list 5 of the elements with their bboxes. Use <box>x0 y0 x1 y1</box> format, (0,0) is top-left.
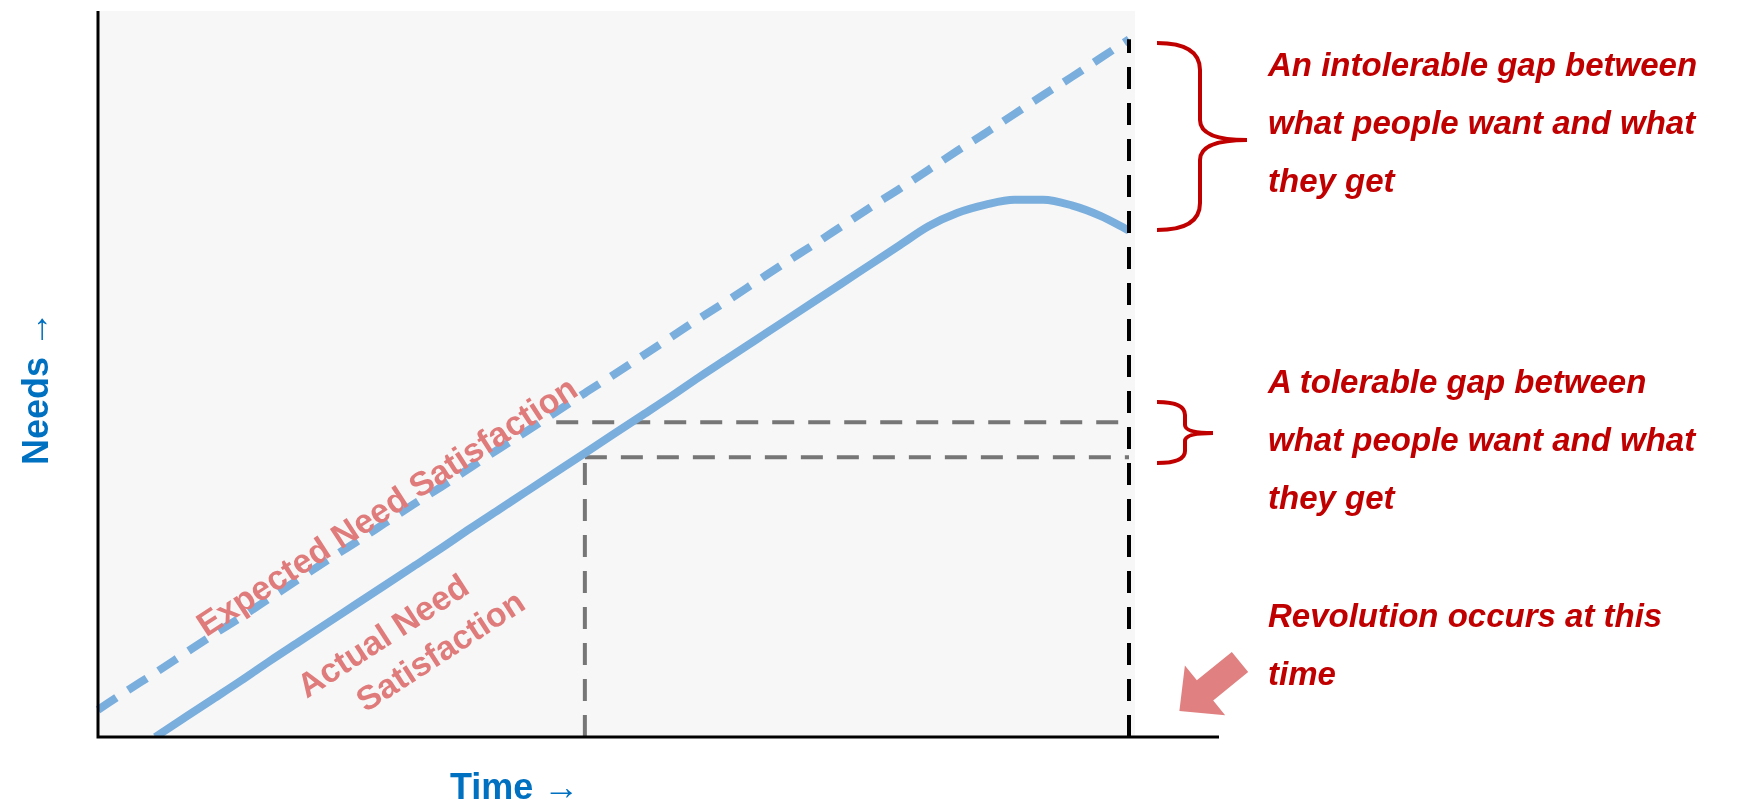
text: Revolution occurs at this time <box>1268 596 1664 694</box>
text: A tolerable gap between what people want and what they get <box>1268 362 1698 518</box>
x-axis-title: Time → <box>450 766 580 808</box>
text: An intolerable gap between what people want and what they get <box>1268 45 1699 201</box>
y-axis-title: Needs → <box>15 310 57 466</box>
